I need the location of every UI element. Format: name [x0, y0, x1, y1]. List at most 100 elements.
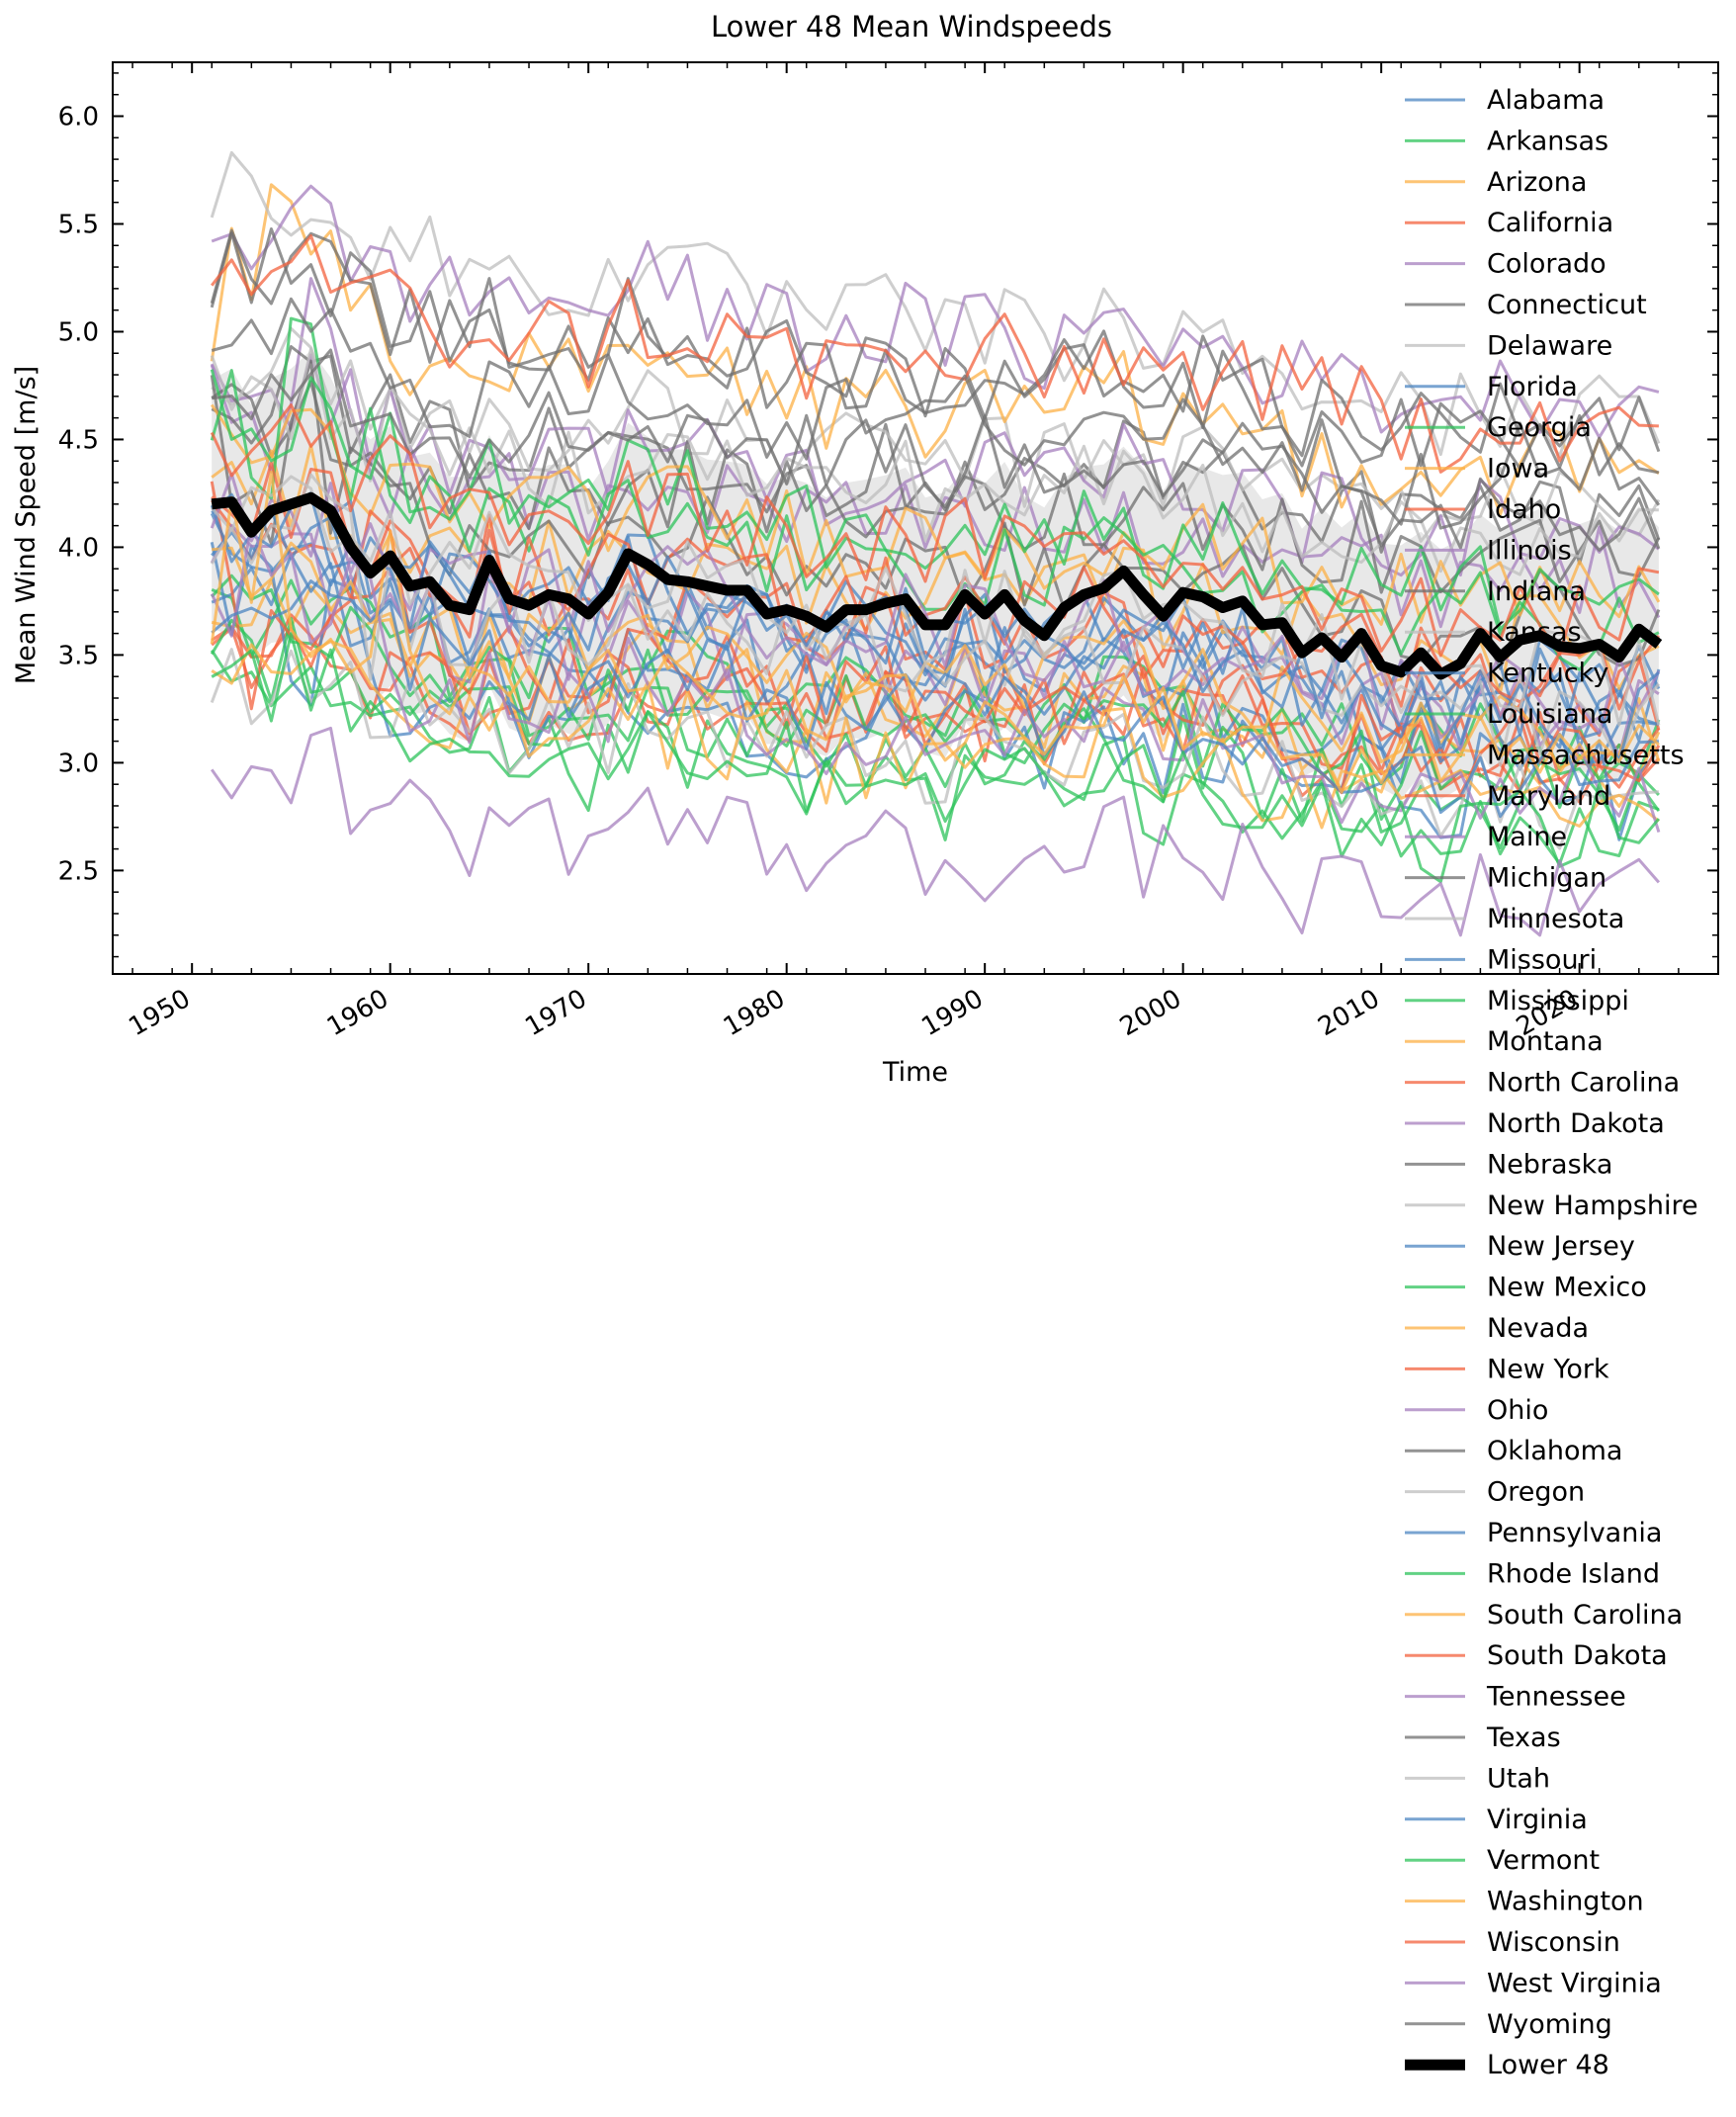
legend-item: Texas — [1405, 1722, 1561, 1753]
spread-band — [212, 350, 1659, 800]
x-tick-label: 1980 — [719, 984, 790, 1042]
legend-item: Alabama — [1405, 85, 1605, 116]
chart-title: Lower 48 Mean Windspeeds — [711, 10, 1112, 44]
series-line-georgia — [210, 649, 1660, 866]
legend-item: Pennsylvania — [1405, 1518, 1662, 1548]
legend-item: Maine — [1405, 822, 1567, 852]
legend-item: Oregon — [1405, 1477, 1585, 1508]
y-tick-label: 4.0 — [58, 533, 99, 563]
series-line-nevada — [212, 541, 1661, 770]
legend-item: Connecticut — [1405, 290, 1647, 320]
series-line-washington — [210, 470, 1660, 794]
y-tick-label: 5.0 — [58, 317, 99, 347]
legend-label: Wyoming — [1487, 2009, 1612, 2040]
legend-label: North Dakota — [1487, 1108, 1665, 1139]
series-lines — [210, 150, 1661, 937]
legend-label: New Mexico — [1487, 1273, 1647, 1303]
series-line-new-hampshire — [210, 648, 1659, 850]
legend-item: Indiana — [1405, 576, 1586, 607]
x-tick-label: 1950 — [124, 984, 195, 1042]
legend-label: Virginia — [1487, 1805, 1588, 1835]
legend-label: Rhode Island — [1487, 1558, 1660, 1589]
series-line-north-carolina — [210, 481, 1661, 796]
legend-label: California — [1487, 208, 1613, 238]
std-band — [212, 350, 1659, 800]
legend-item: Colorado — [1405, 249, 1606, 280]
legend-item: Lower 48 — [1405, 2050, 1609, 2080]
legend-label: Washington — [1487, 1887, 1644, 1917]
series-line-delaware — [211, 326, 1661, 543]
series-line-new-mexico — [210, 316, 1660, 671]
legend-item: Vermont — [1405, 1845, 1600, 1876]
legend-item: West Virginia — [1405, 1968, 1662, 1998]
legend-item: Massachusetts — [1405, 740, 1685, 770]
legend-label: Oregon — [1487, 1477, 1585, 1508]
legend-item: Missouri — [1405, 944, 1597, 975]
legend-item: Montana — [1405, 1026, 1604, 1057]
legend-item: New Hampshire — [1405, 1191, 1698, 1221]
series-line-oregon — [210, 473, 1661, 767]
legend-label: West Virginia — [1487, 1968, 1662, 1998]
legend-label: New Jersey — [1487, 1231, 1635, 1262]
legend-item: Utah — [1405, 1763, 1550, 1794]
series-line-south-dakota — [211, 233, 1659, 474]
legend-item: Wisconsin — [1405, 1927, 1620, 1958]
legend-label: Mississippi — [1487, 986, 1629, 1016]
series-line-nebraska — [210, 227, 1660, 477]
legend-label: Alabama — [1487, 85, 1605, 116]
legend-label: Lower 48 — [1487, 2050, 1609, 2080]
legend-label: Kansas — [1487, 617, 1582, 648]
legend-item: Florida — [1405, 372, 1578, 402]
legend-item: New York — [1405, 1354, 1609, 1384]
legend-label: Massachusetts — [1487, 740, 1685, 770]
legend-label: South Dakota — [1487, 1640, 1668, 1671]
y-tick-label: 4.5 — [58, 425, 99, 455]
legend-label: Maryland — [1487, 781, 1610, 812]
y-tick-label: 3.5 — [58, 641, 99, 670]
legend-label: North Carolina — [1487, 1068, 1680, 1099]
legend-item: Iowa — [1405, 454, 1549, 485]
legend-item: Idaho — [1405, 494, 1561, 525]
legend-label: Utah — [1487, 1763, 1550, 1794]
legend-label: Indiana — [1487, 576, 1586, 607]
legend-label: Ohio — [1487, 1395, 1548, 1426]
legend-item: California — [1405, 208, 1613, 238]
series-line-missouri — [211, 492, 1660, 746]
legend-item: New Mexico — [1405, 1273, 1647, 1303]
legend-label: Delaware — [1487, 330, 1612, 361]
legend-label: Wisconsin — [1487, 1927, 1620, 1958]
legend-label: Florida — [1487, 372, 1578, 402]
legend-label: Oklahoma — [1487, 1436, 1622, 1466]
legend-item: Maryland — [1405, 781, 1610, 812]
legend-label: New York — [1487, 1354, 1609, 1384]
series-line-kansas — [210, 150, 1661, 458]
series-line-west-virginia — [210, 726, 1661, 937]
series-line-minnesota — [210, 347, 1659, 576]
legend-item: North Dakota — [1405, 1108, 1665, 1139]
series-line-texas — [212, 348, 1661, 552]
legend-label: Louisiana — [1487, 699, 1612, 730]
legend-label: Maine — [1487, 822, 1567, 852]
legend-label: Illinois — [1487, 535, 1572, 566]
legend-item: New Jersey — [1405, 1231, 1635, 1262]
legend-item: Kentucky — [1405, 659, 1608, 689]
x-axis-label: Time — [882, 1057, 948, 1088]
legend-label: Missouri — [1487, 944, 1597, 975]
legend-item: Tennessee — [1405, 1682, 1626, 1713]
legend-label: Michigan — [1487, 863, 1606, 894]
legend-label: Idaho — [1487, 494, 1561, 525]
series-line-oklahoma — [210, 228, 1661, 458]
series-line-tennessee — [210, 523, 1661, 834]
legend-label: Vermont — [1487, 1845, 1600, 1876]
legend-item: North Carolina — [1405, 1068, 1680, 1099]
legend-label: Iowa — [1487, 454, 1549, 485]
series-line-virginia — [211, 579, 1659, 819]
legend-item: Georgia — [1405, 412, 1592, 443]
legend-item: Washington — [1405, 1887, 1644, 1917]
legend-label: Nevada — [1487, 1313, 1589, 1344]
x-tick-label: 2000 — [1115, 984, 1186, 1042]
legend-item: Nebraska — [1405, 1149, 1612, 1180]
y-tick-label: 2.5 — [58, 856, 99, 886]
series-line-wyoming — [211, 297, 1661, 530]
series-line-lower-48 — [211, 491, 1663, 680]
